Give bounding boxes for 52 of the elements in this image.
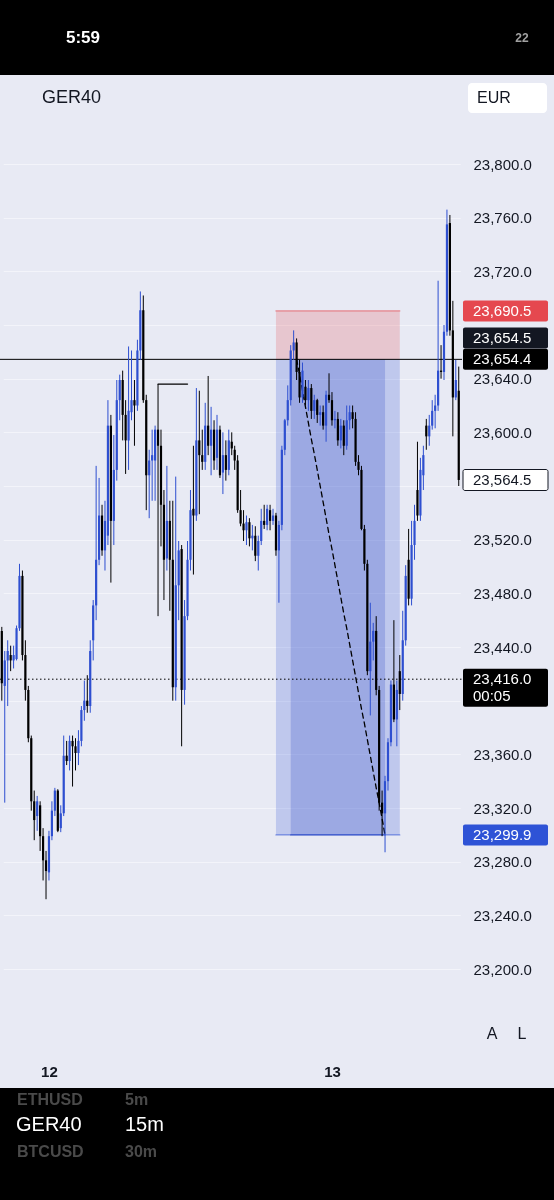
candlestick bbox=[316, 398, 319, 424]
candlestick bbox=[198, 390, 201, 515]
text: ETHUSD bbox=[17, 1091, 83, 1108]
candlestick bbox=[224, 439, 227, 482]
text: 15m bbox=[125, 1113, 164, 1135]
candlestick bbox=[71, 735, 74, 788]
text: 23,564.5 bbox=[473, 471, 532, 488]
y-tick-label: 23,320.0 bbox=[473, 799, 532, 817]
y-tick-label: 23,440.0 bbox=[473, 638, 532, 656]
candlestick bbox=[192, 445, 195, 576]
y-tick-label: 23,280.0 bbox=[473, 853, 532, 871]
candlestick bbox=[266, 504, 269, 531]
x-tick-label: 13 bbox=[324, 1062, 341, 1080]
y-tick-label: 23,760.0 bbox=[473, 209, 532, 227]
text: 23,690.5 bbox=[473, 302, 532, 319]
text: L bbox=[517, 1025, 527, 1042]
text: 22 bbox=[515, 31, 529, 45]
candlestick bbox=[268, 504, 272, 531]
text: BTCUSD bbox=[17, 1143, 84, 1160]
y-tick-label: 23,800.0 bbox=[473, 155, 532, 173]
candlestick bbox=[342, 419, 345, 456]
text: A bbox=[486, 1025, 498, 1042]
candlestick bbox=[221, 431, 224, 495]
candlestick bbox=[248, 517, 251, 547]
ref-line-label: 23,416.0 00:05 bbox=[473, 670, 532, 705]
text: 23,654.5 bbox=[473, 329, 532, 346]
candlestick bbox=[310, 383, 313, 420]
y-tick-label: 23,640.0 bbox=[473, 370, 532, 388]
y-tick-label: 23,600.0 bbox=[473, 423, 532, 441]
text: 30m bbox=[125, 1143, 158, 1160]
chart-title: GER40 bbox=[42, 87, 102, 107]
text: GER40 bbox=[16, 1113, 82, 1135]
x-tick-label: 12 bbox=[41, 1062, 58, 1080]
candlestick bbox=[304, 379, 307, 406]
candlestick bbox=[313, 394, 316, 420]
text: 5:59 bbox=[65, 28, 101, 47]
y-tick-label: 23,520.0 bbox=[473, 531, 532, 549]
y-tick-label: 23,360.0 bbox=[473, 745, 532, 763]
candlestick bbox=[36, 795, 39, 832]
y-tick-label: 23,720.0 bbox=[473, 262, 532, 280]
text: 23,299.9 bbox=[473, 826, 532, 843]
y-tick-label: 23,240.0 bbox=[473, 906, 532, 924]
text: 5m bbox=[125, 1091, 149, 1108]
text: EUR bbox=[477, 89, 511, 106]
candlestick bbox=[207, 375, 210, 456]
candlestick bbox=[133, 379, 136, 447]
candlestick bbox=[319, 405, 322, 427]
candlestick bbox=[254, 525, 257, 562]
ref-line-label: 23,654.4 bbox=[473, 350, 532, 368]
y-tick-label: 23,480.0 bbox=[473, 584, 532, 602]
y-tick-label: 23,200.0 bbox=[473, 960, 532, 978]
candlestick bbox=[322, 405, 325, 431]
